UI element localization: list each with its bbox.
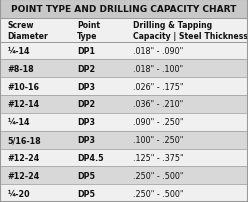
Text: POINT TYPE AND DRILLING CAPACITY CHART: POINT TYPE AND DRILLING CAPACITY CHART xyxy=(11,5,237,14)
Text: .018" - .100": .018" - .100" xyxy=(133,64,183,74)
Bar xyxy=(0,149,248,166)
Bar xyxy=(0,166,248,184)
Text: DP5: DP5 xyxy=(77,171,95,180)
Text: DP2: DP2 xyxy=(77,64,95,74)
Bar xyxy=(0,78,248,96)
Text: #12-14: #12-14 xyxy=(7,100,40,109)
Text: #12-24: #12-24 xyxy=(7,171,40,180)
Text: DP2: DP2 xyxy=(77,100,95,109)
Text: DP1: DP1 xyxy=(77,47,95,56)
Text: .250" - .500": .250" - .500" xyxy=(133,189,183,198)
Bar xyxy=(0,42,248,60)
Bar xyxy=(0,19,248,42)
Text: .036" - .210": .036" - .210" xyxy=(133,100,183,109)
Bar xyxy=(0,131,248,149)
Text: ¼-14: ¼-14 xyxy=(7,118,30,127)
Bar xyxy=(0,96,248,113)
Text: .100" - .250": .100" - .250" xyxy=(133,136,183,144)
Text: .125" - .375": .125" - .375" xyxy=(133,153,183,162)
Text: .018" - .090": .018" - .090" xyxy=(133,47,183,56)
Text: DP3: DP3 xyxy=(77,136,95,144)
Text: .026" - .175": .026" - .175" xyxy=(133,82,183,91)
Text: .250" - .500": .250" - .500" xyxy=(133,171,183,180)
Text: Drilling & Tapping
Capacity | Steel Thickness: Drilling & Tapping Capacity | Steel Thic… xyxy=(133,21,248,40)
Bar xyxy=(0,113,248,131)
Text: Screw
Diameter: Screw Diameter xyxy=(7,21,48,40)
Text: DP3: DP3 xyxy=(77,118,95,127)
Text: .090" - .250": .090" - .250" xyxy=(133,118,183,127)
Text: DP5: DP5 xyxy=(77,189,95,198)
Text: DP4.5: DP4.5 xyxy=(77,153,103,162)
Bar xyxy=(0,0,248,19)
Text: Point
Type: Point Type xyxy=(77,21,100,40)
Text: #8-18: #8-18 xyxy=(7,64,34,74)
Text: DP3: DP3 xyxy=(77,82,95,91)
Text: ¼-14: ¼-14 xyxy=(7,47,30,56)
Bar xyxy=(0,60,248,78)
Text: #10-16: #10-16 xyxy=(7,82,39,91)
Text: 5/16-18: 5/16-18 xyxy=(7,136,41,144)
Text: #12-24: #12-24 xyxy=(7,153,40,162)
Bar xyxy=(0,184,248,202)
Text: ¼-20: ¼-20 xyxy=(7,189,30,198)
